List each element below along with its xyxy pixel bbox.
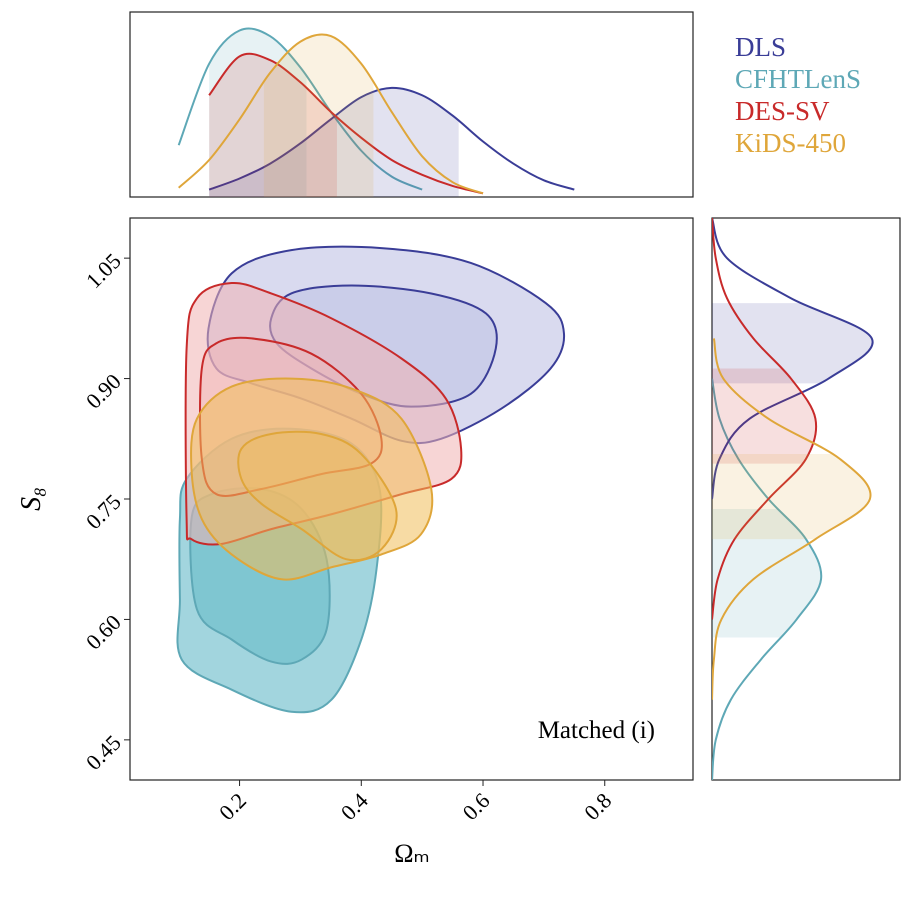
interval-clip	[209, 87, 459, 197]
x-tick-label: 0.8	[579, 788, 616, 825]
y-axis-label: S₈	[16, 487, 47, 511]
annotation: Matched (i)	[538, 717, 655, 744]
y-tick-label: 0.75	[81, 489, 126, 534]
legend-entry: KiDS-450	[735, 128, 846, 158]
top-marginal	[177, 27, 575, 197]
interval-shade	[712, 303, 873, 384]
density-curve	[712, 218, 818, 620]
density-curve	[178, 33, 484, 195]
interval-shade	[209, 28, 307, 197]
density-curve	[208, 86, 575, 191]
contour	[237, 430, 398, 562]
x-axis-label: Ωₘ	[394, 839, 430, 868]
x-tick-label: 0.2	[214, 788, 251, 825]
interval-clip	[263, 34, 374, 197]
interval-shade	[209, 87, 459, 197]
y-tick-label: 0.60	[81, 610, 126, 655]
contours	[176, 245, 566, 714]
interval-shade	[712, 454, 871, 540]
legend-entry: DLS	[735, 32, 786, 62]
interval-shade	[209, 53, 337, 197]
interval-clip	[209, 28, 307, 197]
top-panel-frame	[129, 11, 694, 198]
density-curve	[208, 52, 484, 195]
density-curve	[177, 27, 423, 191]
interval-shade	[263, 34, 374, 197]
interval-clip	[712, 509, 822, 638]
right-marginal	[712, 218, 874, 780]
interval-shade	[712, 509, 822, 638]
legend-entry: DES-SV	[735, 96, 830, 126]
contour	[190, 377, 434, 581]
interval-clip	[712, 454, 871, 540]
x-tick-label: 0.4	[336, 788, 373, 825]
density-curve	[712, 218, 874, 500]
y-tick-label: 0.90	[81, 369, 126, 414]
y-tick-label: 1.05	[81, 248, 126, 293]
x-tick-label: 0.6	[457, 788, 494, 825]
interval-clip	[209, 53, 337, 197]
density-curve	[712, 378, 823, 780]
density-curve	[712, 338, 872, 700]
interval-clip	[712, 303, 873, 384]
y-tick-label: 0.45	[81, 730, 126, 775]
legend-entry: CFHTLenS	[735, 64, 861, 94]
